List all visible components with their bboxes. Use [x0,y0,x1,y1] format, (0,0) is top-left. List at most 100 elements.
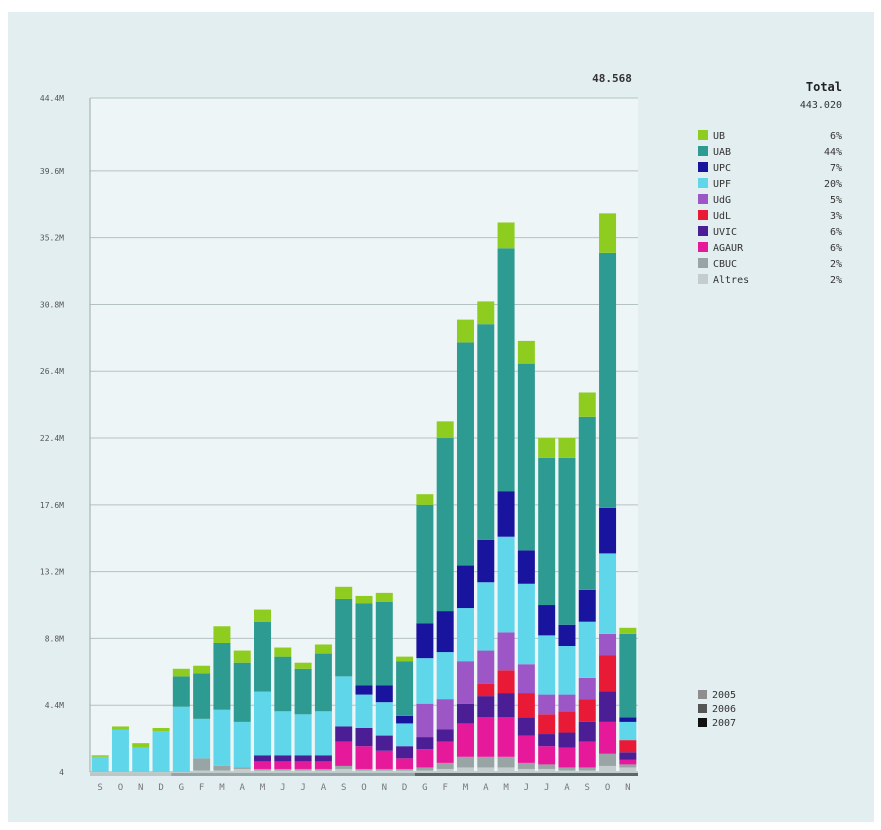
bar-segment-uvic [375,735,393,751]
bar-segment-upc [599,507,617,554]
bar-segment-ub [497,222,515,249]
bar-segment-agaur [375,750,393,769]
bar-segment-agaur [599,721,617,754]
bar-segment-agaur [314,761,332,769]
bar-segment-ub [111,726,129,730]
bar-segment-upf [477,582,495,651]
bar-segment-uab [294,668,312,715]
bar-segment-uab [193,673,211,719]
bar-segment-altres [436,768,454,772]
bar-segment-altres [233,768,251,772]
bar-segment-udg [497,632,515,671]
bar-segment-uab [172,676,190,707]
bar-segment-upf [152,731,170,772]
bar-segment-ub [355,595,373,604]
y-tick-label: 44.4M [40,94,64,103]
bar-segment-cbuc [538,764,556,769]
bar-segment-ub [314,644,332,654]
bar-segment-uab [558,457,576,625]
bar-segment-ub [172,668,190,677]
bar-segment-uab [436,438,454,612]
bar-segment-upf [213,709,231,766]
bar-segment-altres [517,768,535,772]
bar-segment-ub [599,213,617,253]
bar-segment-uab [456,342,474,566]
bar-segment-cbuc [375,768,393,771]
bar-segment-altres [314,770,332,772]
bar-segment-upf [599,553,617,634]
bar-segment-udg [578,677,596,700]
legend-share: 6% [830,243,842,254]
bar-segment-upf [233,721,251,768]
bar-segment-uvic [274,755,292,762]
y-tick-label: 8.8M [45,634,64,643]
bar-segment-ub [294,662,312,669]
bar-segment-ub [152,727,170,732]
bar-segment-altres [294,770,312,772]
x-tick-label: A [483,783,489,793]
bar-segment-cbuc [213,765,231,771]
bar-segment-uvic [497,693,515,718]
legend-swatch-upf [698,178,708,188]
bar-segment-upc [396,715,414,724]
bar-segment-upf [294,714,312,756]
bar-segment-altres [355,770,373,772]
legend-share: 2% [830,259,842,270]
x-tick-label: N [138,783,143,793]
bar-segment-udg [538,694,556,715]
bar-segment-ub [193,665,211,674]
bar-segment-udg [558,694,576,712]
bar-segment-upc [456,565,474,609]
x-tick-label: M [503,783,509,793]
bar-segment-ub [416,494,434,505]
bar-segment-uvic [436,729,454,742]
bar-segment-ub [619,627,637,634]
x-tick-label: J [544,783,549,793]
legend-label: CBUC [713,259,737,270]
bar-segment-upf [111,729,129,772]
bar-segment-uab [497,248,515,492]
legend-swatch-ub [698,130,708,140]
x-tick-label: O [605,783,610,793]
bar-segment-upf [497,536,515,633]
bar-segment-cbuc [578,767,596,771]
bar-segment-upf [456,608,474,662]
bar-segment-uvic [335,726,353,742]
chart-panel: 4 4.4M 8.8M 13.2M 17.6M 22.4M 26.4M 30.8M 35.2M 3… [8,12,874,822]
bar-segment-cbuc [274,768,292,771]
x-tick-label: M [463,783,469,793]
bar-segment-altres [193,770,211,772]
y-tick-label: 13.2M [40,568,64,577]
y-tick-label: 17.6M [40,501,64,510]
bar-segment-ub [477,301,495,325]
year-legend-label: 2005 [712,690,736,701]
bar-segment-upc [619,717,637,722]
bar-segment-udl [497,670,515,694]
legend-label: AGAUR [713,243,744,254]
bar-segment-cbuc [314,768,332,771]
y-tick-label: 22.4M [40,434,64,443]
bar-segment-uvic [254,755,272,762]
legend-swatch-udg [698,194,708,204]
legend-swatch-udl [698,210,708,220]
bar-segment-ub [517,340,535,364]
bar-segment-agaur [294,761,312,769]
bar-segment-uab [396,661,414,716]
legend-share: 6% [830,131,842,142]
bar-segment-upf [396,723,414,747]
x-tick-label: F [199,783,204,793]
x-tick-label: N [625,783,630,793]
bar-segment-cbuc [396,768,414,771]
bar-segment-cbuc [416,767,434,771]
bar-segment-agaur [254,761,272,769]
bar-segment-cbuc [456,756,474,768]
bar-segment-altres [213,770,231,772]
legend-label: Altres [713,275,749,286]
year-legend: 2005 2006 2007 [698,690,736,729]
y-tick-label: 26.4M [40,367,64,376]
bar-segment-agaur [497,717,515,757]
bar-segment-uab [233,662,251,722]
year-legend-label: 2007 [712,718,736,729]
legend-label: UdG [713,195,731,206]
